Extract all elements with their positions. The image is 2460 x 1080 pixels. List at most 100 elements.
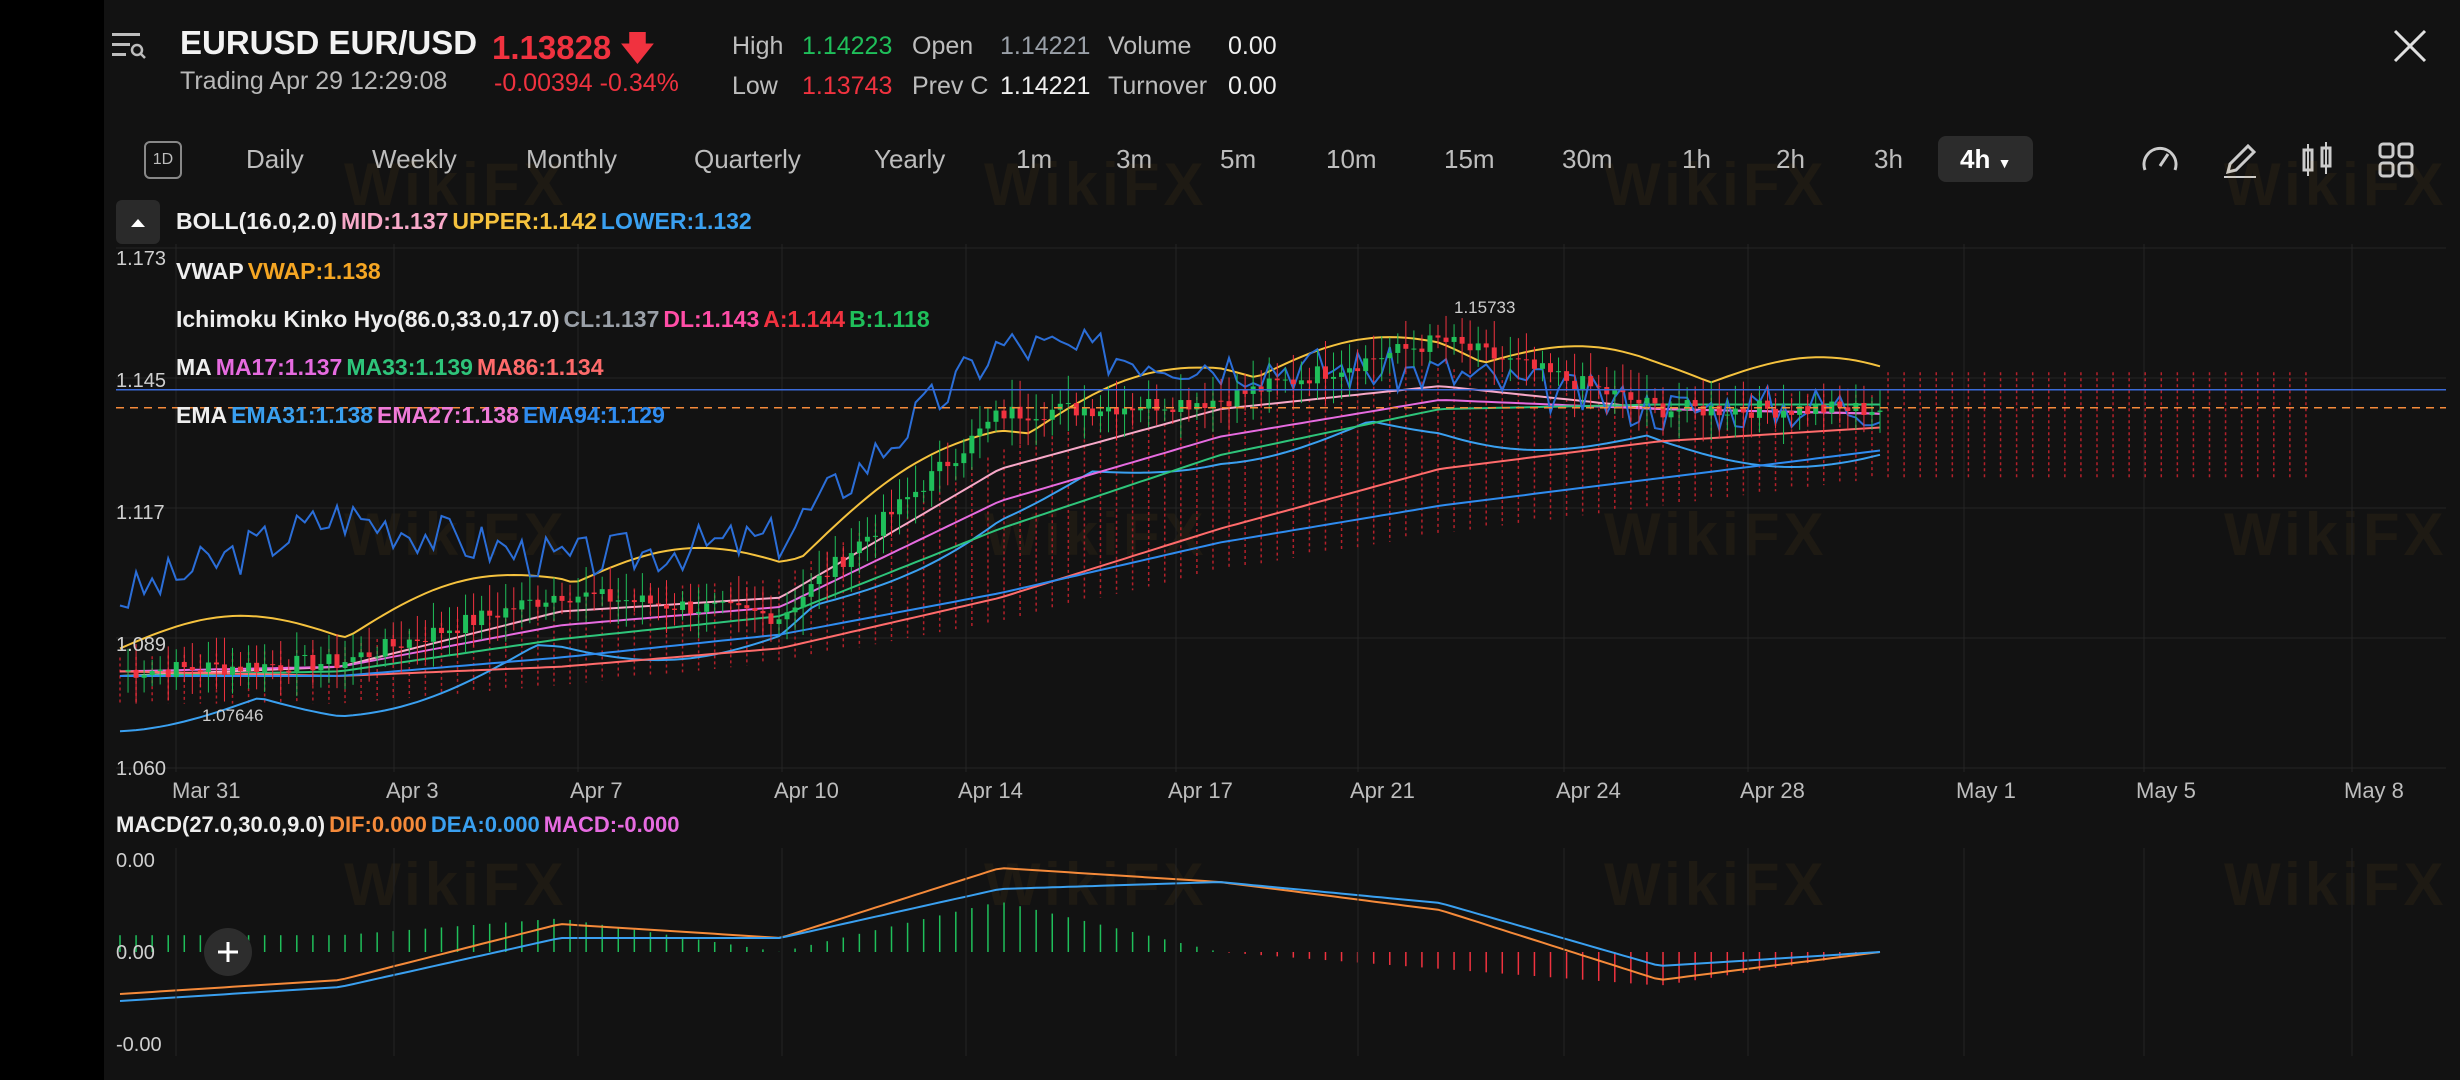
ma-name: MA (176, 354, 212, 380)
candle-body (189, 667, 195, 670)
plus-icon (218, 942, 238, 962)
candle-body (1491, 347, 1497, 359)
tab-10m[interactable]: 10m (1326, 144, 1377, 174)
x-tick: Apr 24 (1556, 778, 1621, 803)
candle-body (615, 600, 621, 602)
candle-body (1676, 409, 1682, 412)
candle-body (1748, 412, 1754, 418)
candle-body (1194, 403, 1200, 410)
tab-1m[interactable]: 1m (1016, 144, 1053, 174)
min-price-annotation: 1.07646 (202, 706, 264, 725)
boll-name: BOLL(16.0,2.0) (176, 208, 338, 234)
close-icon[interactable] (2392, 28, 2428, 64)
candle-body (1853, 402, 1859, 411)
candle-body (897, 499, 903, 515)
candle-body (503, 608, 509, 618)
candle-body (1596, 386, 1602, 388)
x-tick: Apr 21 (1350, 778, 1415, 803)
add-indicator-button[interactable] (204, 928, 252, 976)
tab-3m[interactable]: 3m (1116, 144, 1153, 174)
candle-body (1186, 400, 1192, 410)
candle-body (1756, 400, 1762, 418)
candle-body (880, 511, 886, 536)
candle-body (1298, 380, 1304, 385)
candle-body (334, 654, 340, 669)
macd-chart[interactable] (116, 848, 2446, 1056)
low-label: Low (732, 72, 778, 100)
candle-body (1612, 390, 1618, 395)
watermark: WikiFX (1604, 501, 1828, 568)
candle-body (1363, 358, 1369, 372)
candle-body (1499, 358, 1505, 360)
open-label: Open (912, 32, 974, 60)
candle-body (752, 608, 758, 611)
tab-15m[interactable]: 15m (1444, 144, 1495, 174)
candle-body (1652, 397, 1658, 404)
tab-daily[interactable]: Daily (246, 144, 304, 174)
candle-body (1009, 406, 1015, 419)
candle-body (1114, 407, 1120, 415)
tab-quarterly[interactable]: Quarterly (694, 144, 801, 174)
ema-name: EMA (176, 402, 228, 428)
tab-3h[interactable]: 3h (1874, 144, 1903, 174)
candle-body (663, 604, 669, 609)
candle-body (1290, 379, 1296, 385)
ichimoku-b: B:1.118 (849, 306, 930, 332)
tab-5m[interactable]: 5m (1220, 144, 1257, 174)
candle-body (921, 490, 927, 492)
tab-2h[interactable]: 2h (1776, 144, 1805, 174)
ichimoku-a: A:1.144 (763, 306, 846, 332)
price-chart[interactable] (116, 244, 2446, 772)
candle-body (1805, 406, 1811, 414)
candle-type-icon[interactable] (2298, 140, 2338, 180)
candle-body (1732, 408, 1738, 415)
tab-1h[interactable]: 1h (1682, 144, 1711, 174)
candle-body (366, 652, 372, 658)
candle-body (720, 601, 726, 603)
candle-body (776, 619, 782, 624)
candle-body (647, 595, 653, 604)
candle-body (1459, 336, 1465, 344)
last-price: 1.13828 🡇 (492, 29, 655, 66)
tab-4h[interactable]: 4h ▼ (1938, 136, 2034, 182)
boll-mid: MID:1.137 (341, 208, 449, 234)
candle-body (760, 610, 766, 614)
macd-y-tick: -0.00 (116, 1034, 162, 1056)
vwap-legend: VWAP VWAP:1.138 (176, 258, 385, 285)
candle-body (937, 461, 943, 472)
candle-body (1443, 337, 1449, 342)
ichimoku-legend: Ichimoku Kinko Hyo(86.0,33.0,17.0) CL:1.1… (176, 306, 934, 333)
candle-body (591, 592, 597, 595)
tab-yearly[interactable]: Yearly (874, 144, 946, 174)
search-menu-icon[interactable] (112, 30, 146, 60)
ma-legend: MA MA17:1.137 MA33:1.139 MA86:1.134 (176, 354, 608, 381)
symbol-title: EURUSD EUR/USD (180, 24, 478, 61)
candle-body (1467, 343, 1473, 351)
tab-30m[interactable]: 30m (1562, 144, 1613, 174)
candle-body (294, 655, 300, 673)
pen-icon[interactable] (2220, 140, 2260, 180)
candle-body (1282, 379, 1288, 381)
candle-body (1620, 390, 1626, 393)
max-price-annotation: 1.15733 (1454, 298, 1516, 317)
price-change: -0.00394 -0.34% (494, 69, 679, 97)
boll-mid-line (119, 385, 1881, 677)
collapse-indicators-button[interactable] (116, 200, 160, 244)
speed-icon[interactable] (2140, 140, 2180, 180)
candle-body (655, 603, 661, 605)
candle-body (133, 669, 139, 678)
tab-monthly[interactable]: Monthly (526, 144, 618, 174)
tab-day-icon[interactable]: 1D (144, 141, 182, 179)
candle-body (824, 575, 830, 577)
candle-body (519, 600, 525, 610)
grid-icon[interactable] (2376, 140, 2416, 180)
candle-body (1861, 402, 1867, 415)
candle-body (471, 614, 477, 626)
tab-weekly[interactable]: Weekly (372, 144, 457, 174)
candle-body (1347, 368, 1353, 373)
candle-body (1781, 411, 1787, 418)
x-tick: May 1 (1956, 778, 2016, 803)
candle-body (840, 556, 846, 567)
candle-body (1138, 408, 1144, 411)
candle-body (350, 657, 356, 663)
